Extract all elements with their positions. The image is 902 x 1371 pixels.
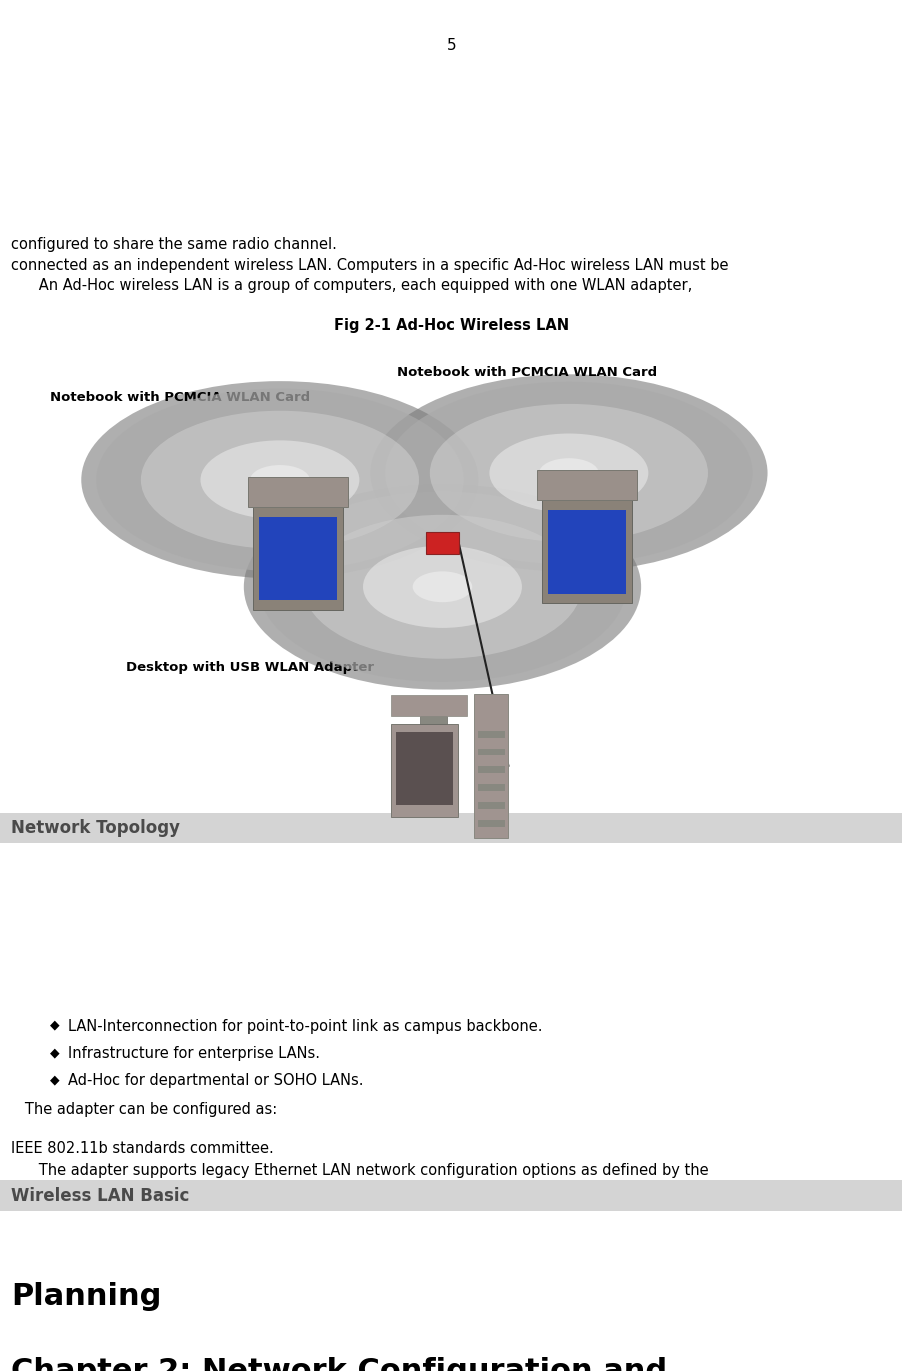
Text: ◆: ◆ [50, 1019, 60, 1031]
Bar [541, 500, 631, 603]
Bar [390, 724, 457, 817]
Bar [419, 716, 446, 724]
Bar [426, 532, 458, 554]
Ellipse shape [385, 381, 752, 565]
Ellipse shape [141, 411, 419, 548]
Bar [0, 813, 902, 843]
Ellipse shape [258, 492, 626, 681]
Ellipse shape [303, 515, 581, 658]
Ellipse shape [81, 381, 478, 579]
Ellipse shape [489, 433, 648, 513]
Text: An Ad-Hoc wireless LAN is a group of computers, each equipped with one WLAN adap: An Ad-Hoc wireless LAN is a group of com… [11, 278, 691, 293]
Text: configured to share the same radio channel.: configured to share the same radio chann… [11, 237, 336, 252]
Bar [395, 732, 453, 805]
Ellipse shape [429, 404, 707, 542]
Bar [248, 477, 347, 507]
Ellipse shape [96, 388, 464, 572]
Text: Ad-Hoc for departmental or SOHO LANs.: Ad-Hoc for departmental or SOHO LANs. [68, 1073, 363, 1089]
Bar [477, 749, 504, 755]
Text: connected as an independent wireless LAN. Computers in a specific Ad-Hoc wireles: connected as an independent wireless LAN… [11, 258, 728, 273]
Ellipse shape [538, 458, 598, 488]
Bar [259, 517, 336, 600]
Bar [477, 766, 504, 773]
Bar [477, 784, 504, 791]
Ellipse shape [244, 484, 640, 690]
Text: ◆: ◆ [50, 1046, 60, 1058]
Bar [477, 731, 504, 738]
Text: Notebook with PCMCIA WLAN Card: Notebook with PCMCIA WLAN Card [397, 366, 657, 378]
Text: IEEE 802.11b standards committee.: IEEE 802.11b standards committee. [11, 1141, 273, 1156]
Text: Notebook with PCMCIA WLAN Card: Notebook with PCMCIA WLAN Card [50, 391, 309, 403]
Bar [477, 820, 504, 827]
Bar [548, 510, 625, 594]
Bar [0, 1180, 902, 1211]
Bar [537, 470, 636, 500]
Bar [477, 802, 504, 809]
Text: LAN-Interconnection for point-to-point link as campus backbone.: LAN-Interconnection for point-to-point l… [68, 1019, 541, 1034]
Text: ◆: ◆ [50, 1073, 60, 1086]
Text: Infrastructure for enterprise LANs.: Infrastructure for enterprise LANs. [68, 1046, 319, 1061]
Text: The adapter supports legacy Ethernet LAN network configuration options as define: The adapter supports legacy Ethernet LAN… [11, 1163, 708, 1178]
Text: Chapter 2: Network Configuration and: Chapter 2: Network Configuration and [11, 1357, 667, 1371]
Ellipse shape [412, 572, 472, 602]
Ellipse shape [250, 465, 309, 495]
Bar [474, 694, 508, 838]
Text: 5: 5 [446, 38, 456, 53]
Text: The adapter can be configured as:: The adapter can be configured as: [11, 1102, 277, 1117]
Text: Desktop with USB WLAN Adapter: Desktop with USB WLAN Adapter [126, 661, 374, 673]
Text: Network Topology: Network Topology [11, 818, 179, 838]
Bar [390, 695, 467, 716]
Text: Wireless LAN Basic: Wireless LAN Basic [11, 1186, 189, 1205]
Ellipse shape [370, 374, 767, 572]
Bar [253, 507, 343, 610]
Text: Fig 2-1 Ad-Hoc Wireless LAN: Fig 2-1 Ad-Hoc Wireless LAN [334, 318, 568, 333]
Ellipse shape [200, 440, 359, 520]
Text: Planning: Planning [11, 1282, 161, 1311]
Ellipse shape [363, 546, 521, 628]
